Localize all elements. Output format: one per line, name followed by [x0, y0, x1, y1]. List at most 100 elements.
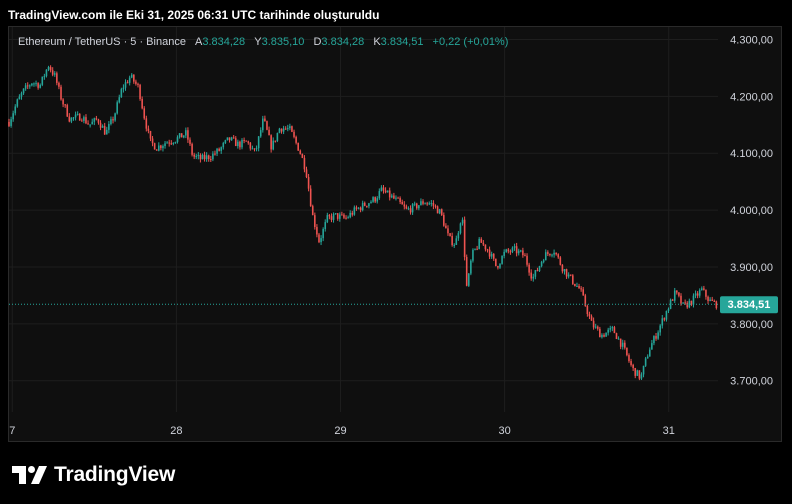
candle-body [338, 214, 341, 219]
candle-body [592, 320, 595, 328]
candle-body [276, 133, 279, 141]
candle-body [345, 217, 347, 219]
candle-body [176, 137, 179, 142]
candle-body [696, 293, 699, 296]
candle-body [368, 203, 370, 207]
candle-body [655, 336, 657, 339]
candle-body [210, 159, 212, 161]
y-tick-label: 3.700,00 [730, 376, 773, 388]
candle-body [671, 299, 674, 301]
candle-body [486, 249, 489, 251]
candle-body [395, 197, 397, 199]
candle-body [268, 129, 270, 136]
candle-body [172, 142, 175, 144]
candle-body [690, 300, 693, 305]
candle-body [630, 361, 632, 365]
candle-body [81, 120, 83, 122]
candle-body [234, 138, 237, 147]
candle-body [405, 206, 408, 209]
candle-body [16, 99, 19, 107]
candle-body [572, 275, 574, 284]
ohlc-legend: Ethereum / TetherUS · 5 · Binance A3.834… [18, 34, 508, 50]
candle-body [185, 130, 187, 136]
candle-body [224, 140, 227, 143]
candle-body [534, 270, 537, 277]
legend-high-label: Y [254, 36, 262, 48]
candle-body [459, 223, 462, 234]
candle-body [711, 299, 713, 301]
candle-body [120, 89, 123, 98]
candle-body [149, 130, 152, 139]
candle-body [114, 113, 116, 121]
candle-body [403, 204, 406, 207]
candle-body [31, 83, 33, 86]
candle-body [569, 274, 572, 276]
candle-body [661, 318, 664, 326]
candle-body [667, 308, 670, 311]
candle-body [586, 305, 589, 315]
last-price-badge [720, 296, 778, 314]
candle-body [93, 118, 96, 122]
footer-branding: TradingView [12, 460, 175, 490]
candle-body [193, 154, 195, 157]
candle-body [220, 147, 223, 151]
candle-body [232, 137, 235, 139]
grid-lines [9, 27, 718, 412]
candle-body [361, 202, 364, 211]
candle-body [430, 203, 433, 205]
candle-body [178, 133, 181, 138]
candle-body [182, 135, 185, 138]
candle-body [401, 201, 404, 205]
candle-body [653, 336, 655, 344]
candle-body [443, 215, 445, 226]
candle-body [237, 141, 239, 147]
chart-header-title: TradingView.com ile Eki 31, 2025 06:31 U… [8, 8, 380, 22]
candle-body [118, 97, 121, 103]
candle-body [74, 114, 77, 118]
chart-frame[interactable] [8, 26, 782, 442]
candle-body [162, 145, 164, 149]
candle-body [415, 203, 418, 209]
candle-body [555, 252, 557, 255]
candle-body [621, 342, 624, 347]
candle-body [605, 332, 607, 337]
candle-body [384, 190, 387, 193]
candle-body [513, 246, 516, 248]
candle-body [451, 235, 453, 246]
candle-body [18, 96, 21, 100]
legend-open-label: A [195, 36, 203, 48]
legend-symbol[interactable]: Ethereum / TetherUS · 5 · Binance [18, 36, 186, 48]
candle-body [205, 155, 208, 160]
candle-body [413, 203, 416, 205]
x-tick-label: 31 [663, 425, 675, 437]
candle-body [492, 253, 495, 259]
candle-body [393, 195, 395, 199]
candle-body [133, 74, 135, 82]
candle-body [380, 187, 383, 192]
candle-body [374, 197, 376, 202]
candle-body [12, 113, 14, 120]
candle-body [528, 264, 530, 273]
candle-body [434, 205, 437, 207]
x-tick-label: 29 [334, 425, 346, 437]
candle-body [151, 138, 154, 144]
candle-body [307, 177, 310, 189]
candle-body [247, 141, 250, 143]
candle-body [613, 327, 616, 334]
candle-body [78, 113, 81, 121]
candle-body [694, 293, 697, 296]
candle-body [526, 255, 528, 265]
candle-body [43, 76, 46, 78]
candle-body [332, 213, 335, 220]
candle-body [286, 128, 289, 130]
candle-body [282, 128, 285, 132]
candle-body [174, 141, 177, 143]
candle-body [648, 349, 651, 357]
candle-body [686, 302, 689, 308]
candle-body [553, 252, 555, 255]
candle-body [551, 254, 553, 256]
candle-body [64, 104, 66, 106]
candle-body [264, 118, 266, 122]
candle-body [341, 214, 343, 216]
